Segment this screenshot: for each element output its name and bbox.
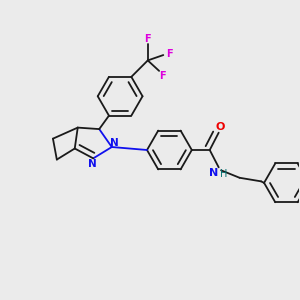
Text: H: H xyxy=(220,169,228,179)
Text: F: F xyxy=(159,71,166,81)
Text: N: N xyxy=(110,138,119,148)
Text: N: N xyxy=(88,159,97,169)
Text: O: O xyxy=(215,122,225,132)
Text: F: F xyxy=(167,50,173,59)
Text: N: N xyxy=(209,168,218,178)
Text: F: F xyxy=(144,34,151,44)
